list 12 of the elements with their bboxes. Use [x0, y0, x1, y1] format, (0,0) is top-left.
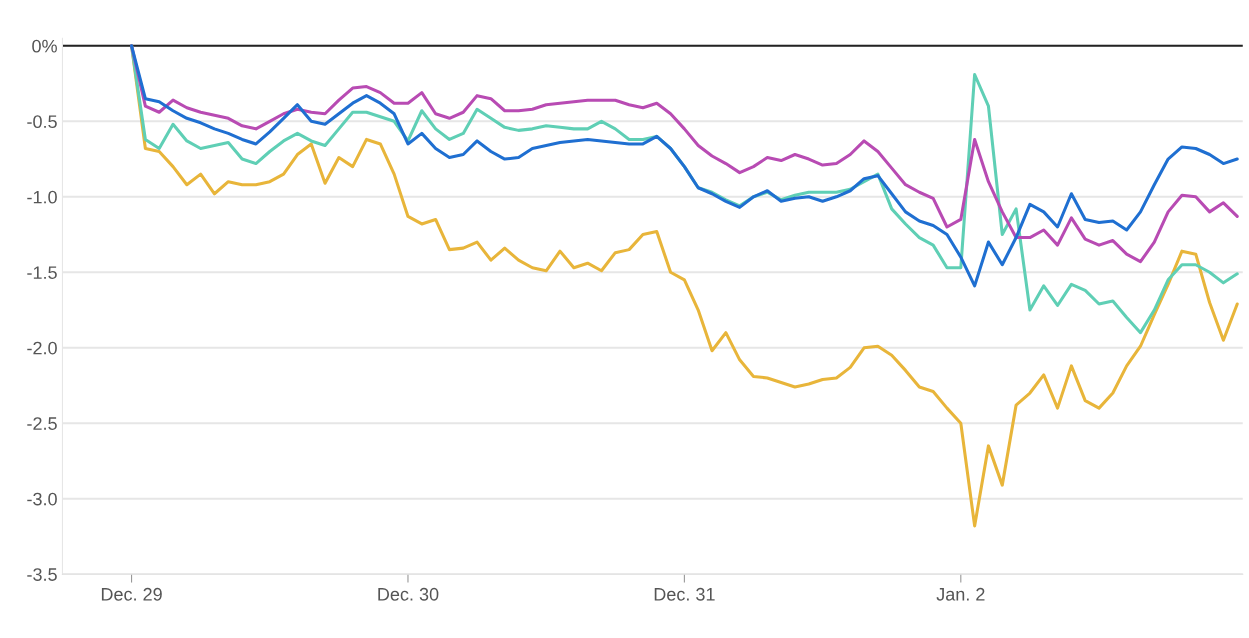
y-tick-label: -0.5: [27, 115, 57, 129]
y-tick-label: -3.0: [27, 492, 57, 506]
x-tick-label: Dec. 30: [378, 587, 439, 601]
y-tick-label: -1.5: [27, 266, 57, 279]
x-tick-label: Dec. 31: [654, 587, 715, 601]
y-tick-label: -2.5: [27, 417, 57, 430]
y-tick-label: -1.0: [27, 190, 57, 204]
x-tick-label: Dec. 29: [101, 587, 162, 601]
y-tick-label: -2.0: [27, 341, 57, 355]
y-tick-label: 0%: [32, 39, 57, 53]
x-tick-label: Jan. 2: [936, 587, 985, 601]
y-tick-label: -3.5: [27, 568, 57, 581]
